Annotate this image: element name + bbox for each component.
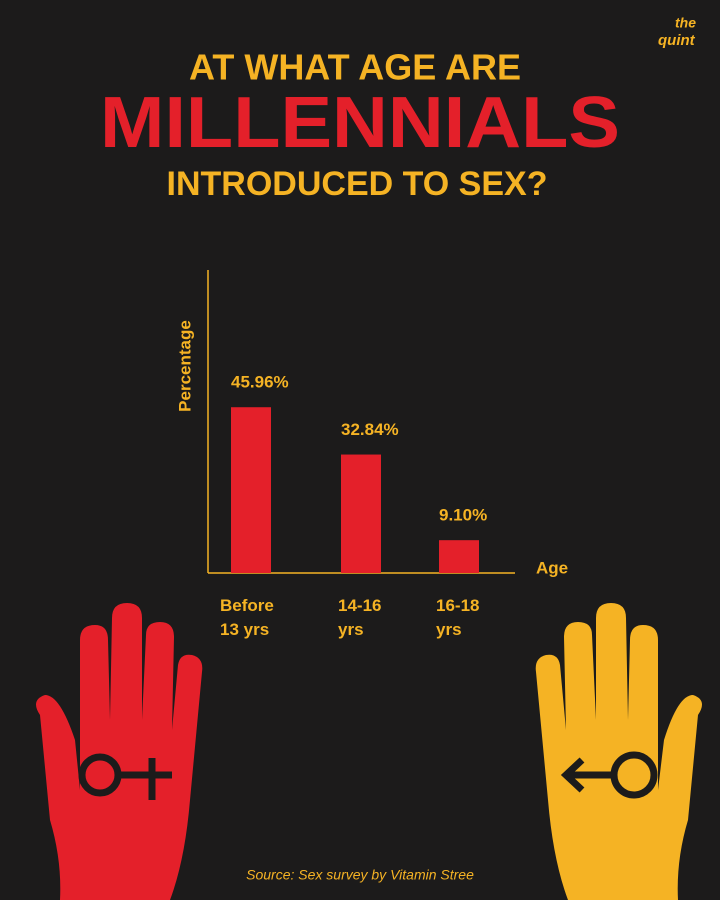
bar [341,454,381,573]
value-label: 9.10% [439,506,487,525]
yellow-hand [535,603,702,900]
female-symbol [78,753,172,800]
bar [439,540,479,573]
x-axis-label: Age [536,558,568,577]
logo: the [675,15,696,31]
title: AT WHAT AGE ARE [189,47,521,88]
red-hand [36,603,203,900]
source: Source: Sex survey by Vitamin Stree [246,867,474,883]
title: MILLENNIALS [100,83,620,163]
title: INTRODUCED TO SEX? [167,165,548,203]
value-label: 32.84% [341,420,399,439]
x-tick-label: 16-18 yrs [436,596,480,639]
male-symbol [560,751,658,799]
bar [231,407,271,573]
x-tick-label: Before 13 yrs [220,596,274,639]
x-tick-label: 14-16 yrs [338,596,382,639]
y-axis-label: Percentage [175,320,194,412]
value-label: 45.96% [231,373,289,392]
logo: quint [658,32,696,49]
